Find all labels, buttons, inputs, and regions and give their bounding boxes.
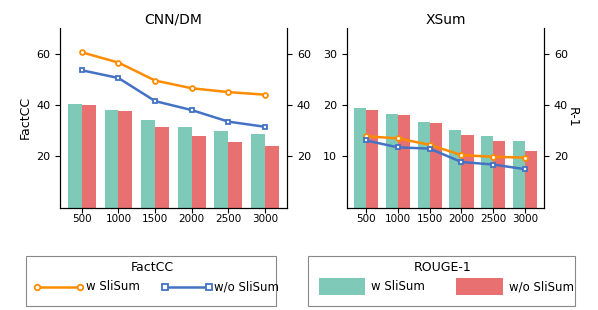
Bar: [228, 142, 242, 208]
Bar: [105, 110, 118, 208]
Y-axis label: R-1: R-1: [566, 108, 579, 128]
Bar: [141, 120, 155, 208]
Title: XSum: XSum: [425, 13, 466, 27]
Bar: [417, 122, 429, 208]
Bar: [525, 151, 537, 208]
Bar: [429, 123, 442, 208]
Bar: [82, 105, 96, 208]
Bar: [493, 141, 505, 208]
Bar: [118, 111, 132, 208]
Bar: [386, 114, 398, 208]
Bar: [481, 136, 493, 208]
Bar: [449, 130, 462, 208]
Text: ROUGE-1: ROUGE-1: [414, 260, 471, 273]
Bar: [251, 135, 265, 208]
Text: w/o SliSum: w/o SliSum: [508, 280, 573, 293]
Bar: [354, 108, 366, 208]
Bar: [178, 127, 192, 208]
Text: w SliSum: w SliSum: [371, 280, 425, 293]
Bar: [192, 136, 206, 208]
Bar: [155, 127, 169, 208]
Bar: [215, 131, 228, 208]
Bar: [513, 141, 525, 208]
Text: FactCC: FactCC: [131, 260, 174, 273]
Bar: [456, 278, 503, 295]
Text: w/o SliSum: w/o SliSum: [214, 280, 279, 293]
Bar: [265, 146, 279, 208]
Bar: [319, 278, 365, 295]
Text: w SliSum: w SliSum: [86, 280, 139, 293]
Bar: [68, 104, 82, 208]
Y-axis label: FactCC: FactCC: [19, 96, 32, 140]
Bar: [366, 110, 378, 208]
Title: CNN/DM: CNN/DM: [145, 13, 202, 27]
Bar: [398, 115, 410, 208]
Bar: [462, 135, 474, 208]
